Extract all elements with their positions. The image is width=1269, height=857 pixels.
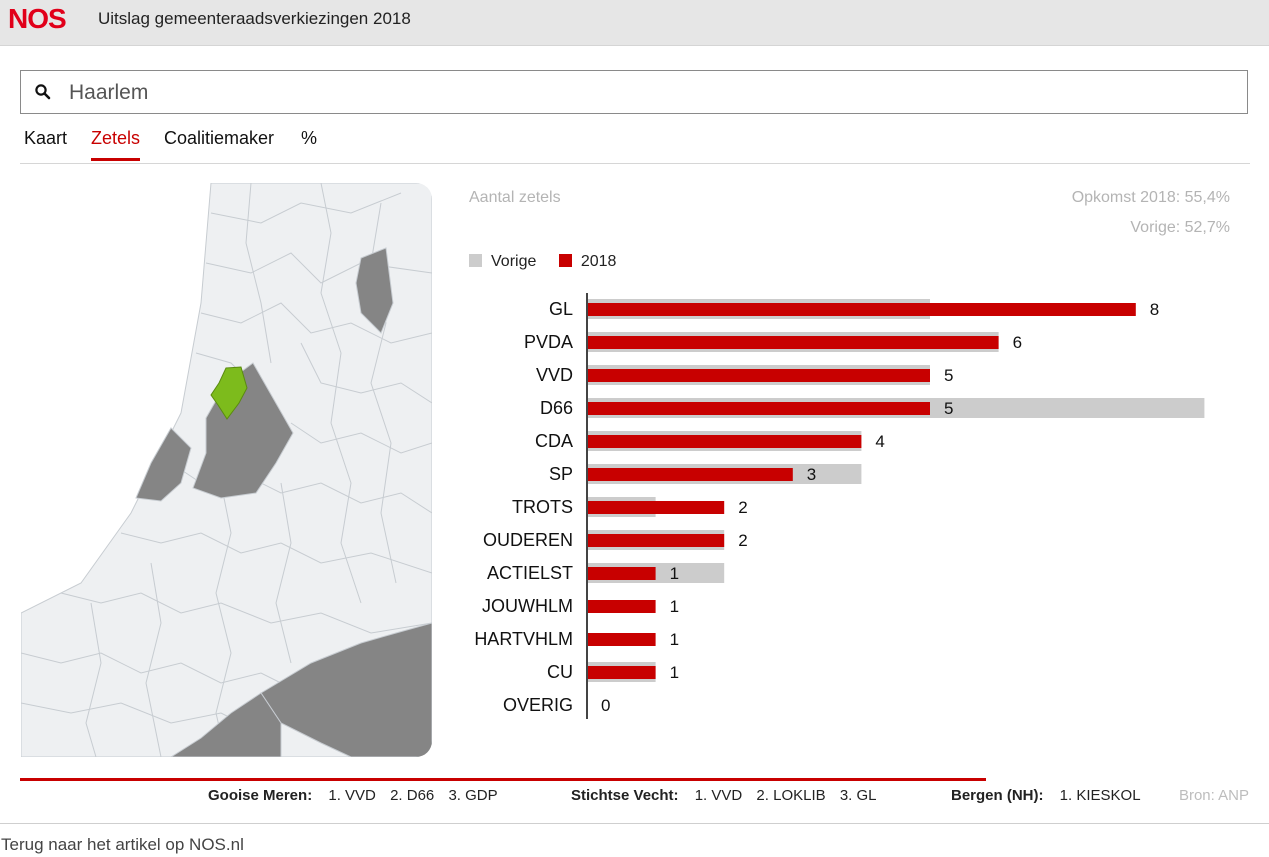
value-label: 2 — [738, 531, 747, 550]
municipality-borders — [21, 183, 432, 757]
page-title: Uitslag gemeenteraadsverkiezingen 2018 — [98, 9, 411, 28]
result-party: 1. KIESKOL — [1059, 787, 1141, 804]
view-tabs: Kaart Zetels Coalitiemaker % — [20, 126, 1250, 164]
bar-2018 — [587, 600, 656, 613]
tab-percentage[interactable]: % — [301, 128, 318, 148]
value-label: 0 — [601, 696, 610, 715]
value-label: 4 — [875, 432, 884, 451]
municipality-dark[interactable] — [355, 247, 394, 334]
result-group[interactable]: Stichtse Vecht: 1. VVD 2. LOKLIB 3. GL — [571, 787, 887, 804]
value-label: 1 — [670, 663, 679, 682]
chart-title: Aantal zetels — [469, 189, 561, 206]
category-label: JOUWHLM — [482, 596, 573, 616]
category-label: CDA — [535, 431, 573, 451]
result-municipality: Bergen (NH): — [951, 787, 1044, 804]
result-party: 1. VVD — [694, 787, 743, 804]
result-party: 2. D66 — [390, 787, 435, 804]
legend-label-previous: Vorige — [491, 253, 537, 270]
logo-text: NOS — [8, 3, 67, 34]
result-group[interactable]: Gooise Meren: 1. VVD 2. D66 3. GDP — [208, 787, 508, 804]
value-label: 5 — [944, 366, 953, 385]
bar-2018 — [587, 402, 930, 415]
value-label: 2 — [738, 498, 747, 517]
map-svg — [21, 183, 432, 757]
value-label: 3 — [807, 465, 816, 484]
bar-2018 — [587, 567, 656, 580]
municipality-dark[interactable] — [170, 692, 282, 757]
footer-accent-line — [20, 778, 986, 781]
bar-2018 — [587, 633, 656, 646]
municipality-search[interactable] — [20, 70, 1248, 114]
bar-2018 — [587, 435, 862, 448]
search-icon — [35, 84, 51, 100]
category-label: OVERIG — [503, 695, 573, 715]
value-label: 1 — [670, 564, 679, 583]
category-label: PVDA — [524, 332, 573, 352]
result-municipality: Gooise Meren: — [208, 787, 313, 804]
category-label: HARTVHLM — [474, 629, 573, 649]
legend-item-2018: 2018 — [558, 253, 617, 271]
result-party: 1. VVD — [328, 787, 376, 804]
category-label: SP — [549, 464, 573, 484]
result-party: 2. LOKLIB — [756, 787, 826, 804]
municipality-dark[interactable] — [135, 427, 192, 502]
category-label: D66 — [540, 398, 573, 418]
source-credit: Bron: ANP — [1178, 787, 1249, 804]
category-label: CU — [547, 662, 573, 682]
legend-swatch-previous — [469, 254, 482, 267]
result-group[interactable]: Bergen (NH): 1. KIESKOL — [951, 787, 1151, 804]
tab-kaart[interactable]: Kaart — [24, 128, 68, 148]
category-label: ACTIELST — [487, 563, 573, 583]
bar-2018 — [587, 336, 999, 349]
bar-2018 — [587, 468, 793, 481]
municipality-map[interactable] — [21, 183, 432, 757]
legend-swatch-2018 — [558, 254, 572, 267]
bar-2018 — [587, 666, 656, 679]
tab-zetels[interactable]: Zetels — [91, 128, 141, 161]
category-label: TROTS — [512, 497, 573, 517]
seat-bar-chart: GL 8 PVDA 6 VVD 5 D66 5 CDA 4 SP 3 TROTS 2 OUDEREN 2 ACT… — [474, 293, 1205, 719]
result-party: 3. GDP — [448, 787, 498, 804]
top-bar: NOS Uitslag gemeenteraadsverkiezingen 20… — [0, 0, 1269, 46]
value-label: 6 — [1013, 333, 1022, 352]
bottom-divider — [0, 823, 1269, 824]
sea-area — [21, 183, 211, 613]
result-party: 3. GL — [839, 787, 877, 804]
category-label: OUDEREN — [483, 530, 573, 550]
value-label: 8 — [1150, 300, 1159, 319]
legend-item-previous: Vorige — [469, 253, 536, 271]
legend-label-2018: 2018 — [580, 253, 617, 270]
value-label: 1 — [670, 597, 679, 616]
chart-legend: Vorige 2018 — [469, 253, 634, 271]
bar-2018 — [587, 369, 930, 382]
value-label: 5 — [944, 399, 953, 418]
back-to-article-link[interactable]: Terug naar het artikel op NOS.nl — [1, 835, 244, 854]
turnout-2018: Opkomst 2018: 55,4% — [1071, 189, 1230, 206]
bar-2018 — [587, 534, 725, 547]
nos-logo[interactable]: NOS — [8, 3, 67, 35]
turnout-previous: Vorige: 52,7% — [1130, 219, 1230, 236]
value-label: 1 — [670, 630, 679, 649]
haarlem-highlight[interactable] — [210, 366, 248, 420]
category-label: VVD — [536, 365, 573, 385]
municipality-dark[interactable] — [192, 362, 294, 499]
category-label: GL — [549, 299, 573, 319]
result-municipality: Stichtse Vecht: — [571, 787, 679, 804]
tab-coalitiemaker[interactable]: Coalitiemaker — [164, 128, 275, 148]
bar-2018 — [587, 501, 725, 514]
bar-2018 — [587, 303, 1136, 316]
other-results-ticker: Gooise Meren: 1. VVD 2. D66 3. GDP Stich… — [0, 787, 1269, 809]
search-input[interactable] — [67, 77, 1221, 109]
